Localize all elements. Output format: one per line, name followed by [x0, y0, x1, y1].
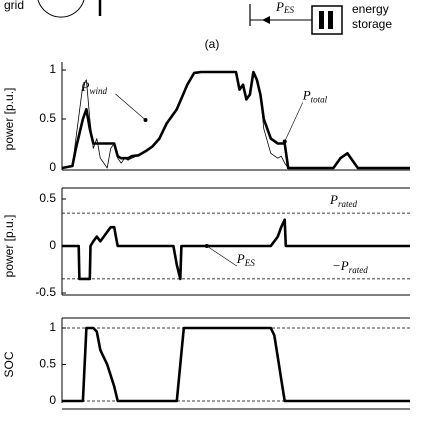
y-axis-label: SOC [2, 351, 16, 377]
grid-label: grid [4, 0, 24, 12]
diagram: grid PES energy storage (a) [4, 0, 392, 51]
annotation-sub: rated [338, 199, 357, 209]
series-line [61, 71, 410, 169]
annotation-sub: total [311, 95, 328, 105]
y-tick-label: 0 [49, 393, 56, 407]
annotation: Pwind [81, 79, 108, 96]
annotation-leader [115, 93, 146, 121]
cell [328, 11, 333, 29]
annotation: Prated [329, 192, 357, 209]
series-line [62, 218, 410, 281]
y-tick-label: 1 [49, 320, 56, 334]
annotation-main: P [302, 88, 311, 103]
label-sub: ES [283, 5, 294, 15]
label-main: P [275, 0, 284, 14]
annotation: −Prated [332, 258, 368, 275]
y-tick-label: 0 [49, 238, 56, 252]
annotation: Ptotal [302, 88, 328, 105]
y-tick-label: 0.5 [39, 357, 56, 371]
annotation-sub: rated [349, 265, 368, 275]
y-tick-label: 1 [49, 62, 56, 76]
y-tick-label: 0.5 [39, 111, 56, 125]
y-axis-label: power [p.u.] [2, 88, 16, 151]
y-axis-label: power [p.u.] [2, 215, 16, 278]
battery [311, 5, 343, 35]
grid-symbol [37, 0, 85, 18]
annotation-sub: wind [89, 86, 107, 96]
annotation-main: P [329, 192, 338, 207]
annotation: PES [236, 251, 255, 268]
annotation-main: −P [332, 258, 349, 273]
cell [319, 11, 324, 29]
storage-label: storage [352, 17, 392, 31]
annotation-main: P [81, 79, 90, 94]
series-line [61, 70, 410, 170]
annotation-sub: ES [244, 258, 255, 268]
y-tick-label: -0.5 [35, 285, 56, 299]
storage-label: energy [352, 2, 389, 16]
y-tick-label: 0 [49, 160, 56, 174]
es-power-label: PES [275, 0, 294, 15]
series-line [62, 326, 410, 403]
arrow [262, 16, 270, 24]
panel-label: (a) [205, 37, 220, 51]
annotation-leader [206, 245, 237, 267]
annotation-leader [284, 102, 303, 142]
y-tick-label: 0.5 [39, 191, 56, 205]
annotation-main: P [236, 251, 245, 266]
